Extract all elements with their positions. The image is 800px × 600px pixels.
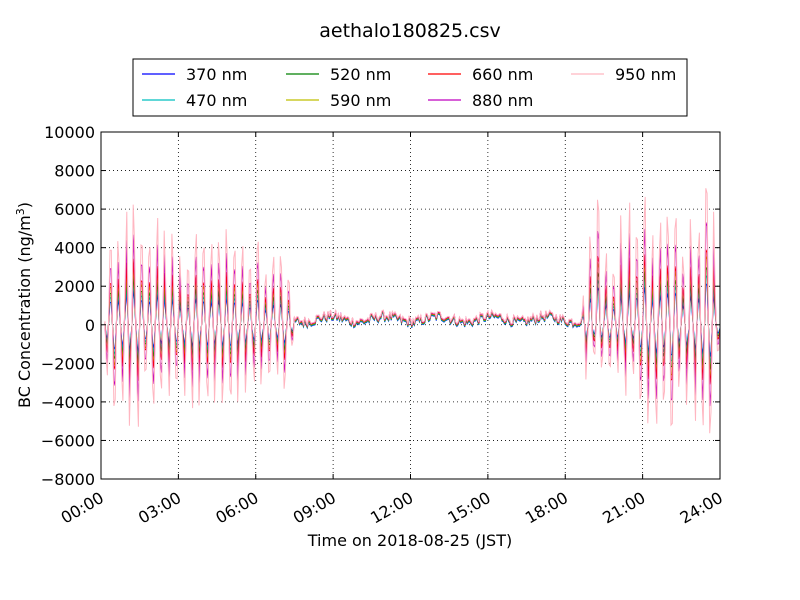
y-tick-label: 2000 [54,277,95,296]
y-tick-label: 0 [85,316,95,335]
legend: 370 nm 470 nm 520 nm 590 nm 660 nm 880 nm 950 … [132,58,688,117]
legend-label: 520 nm [330,65,391,84]
y-tick-label: −6000 [41,431,95,450]
legend-label: 370 nm [186,65,247,84]
y-tick-label: −2000 [41,354,95,373]
legend-label: 470 nm [186,91,247,110]
legend-box [132,58,688,117]
y-tick-label: −8000 [41,470,95,489]
y-axis-label-superscript: 3 [14,208,27,215]
x-axis-label: Time on 2018-08-25 (JST) [307,531,512,550]
legend-label: 590 nm [330,91,391,110]
y-tick-label: 4000 [54,239,95,258]
chart-title: aethalo180825.csv [319,20,501,42]
y-tick-label: 6000 [54,200,95,219]
series-line-950-nm [104,188,721,434]
y-axis-label-main: BC Concentration (ng/m [15,215,34,408]
y-tick-label: 8000 [54,162,95,181]
legend-label: 660 nm [472,65,533,84]
legend-label: 880 nm [472,91,533,110]
series-lines [104,188,721,434]
y-tick-label: 10000 [44,123,95,142]
y-tick-label: −4000 [41,393,95,412]
y-axis-label-close: ) [15,202,34,208]
y-axis-label: BC Concentration (ng/m3) [14,202,34,408]
legend-label: 950 nm [615,65,676,84]
